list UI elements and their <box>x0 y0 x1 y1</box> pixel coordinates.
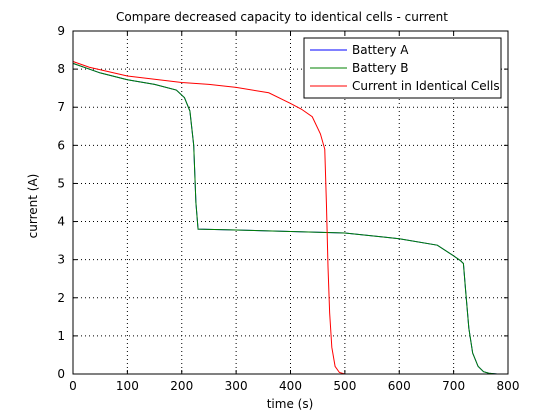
y-tick-label: 3 <box>57 253 65 267</box>
x-tick-label: 0 <box>69 379 77 393</box>
y-axis-ticks: 0 1 2 3 4 5 6 7 8 9 <box>57 24 508 381</box>
y-axis-label: current (A) <box>26 174 40 239</box>
y-tick-label: 5 <box>57 176 65 190</box>
series-line-3 <box>72 61 508 375</box>
y-tick-label: 9 <box>57 24 65 38</box>
y-tick-label: 8 <box>57 62 65 76</box>
x-tick-label: 600 <box>388 379 411 393</box>
x-tick-label: 300 <box>225 379 248 393</box>
y-tick-label: 0 <box>57 367 65 381</box>
x-tick-label: 400 <box>279 379 302 393</box>
chart-title: Compare decreased capacity to identical … <box>116 10 448 24</box>
x-axis-label: time (s) <box>267 397 314 411</box>
x-tick-label: 800 <box>497 379 520 393</box>
legend: Battery A Battery B Current in Identical C… <box>303 37 502 99</box>
x-tick-label: 700 <box>442 379 465 393</box>
series-line-2 <box>72 62 508 375</box>
legend-label: Battery B <box>352 61 408 75</box>
x-axis-ticks: 0 100 200 300 400 500 600 700 800 <box>69 31 519 393</box>
y-tick-label: 4 <box>57 215 65 229</box>
legend-label: Battery A <box>352 43 409 57</box>
x-tick-label: 200 <box>170 379 193 393</box>
y-tick-label: 7 <box>57 100 65 114</box>
series-lines <box>72 61 508 375</box>
x-tick-label: 500 <box>333 379 356 393</box>
legend-label: Current in Identical Cells <box>352 79 500 93</box>
x-tick-label: 100 <box>116 379 139 393</box>
y-tick-label: 6 <box>57 138 65 152</box>
grid-lines <box>73 31 508 374</box>
y-tick-label: 2 <box>57 291 65 305</box>
y-tick-label: 1 <box>57 329 65 343</box>
